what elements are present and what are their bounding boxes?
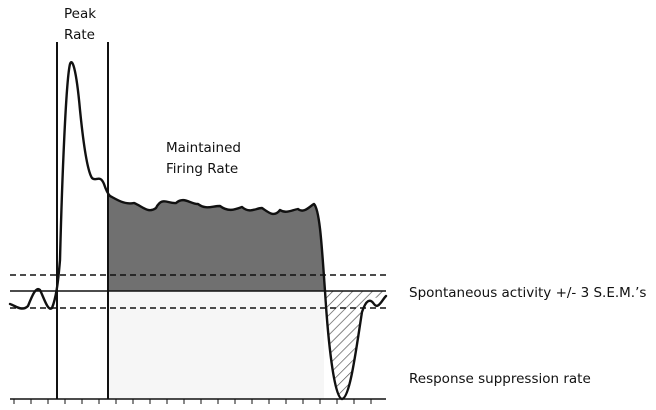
firing-rate-trace — [8, 61, 388, 401]
peak-label-line2: Rate — [64, 27, 95, 43]
peak-label-line1: Peak — [64, 6, 96, 22]
suppression-region — [108, 291, 324, 399]
maintained-label-line2: Firing Rate — [166, 161, 238, 177]
maintained-firing-area — [108, 196, 325, 291]
suppression-rate-label: Response suppression rate — [409, 371, 591, 387]
maintained-label-line1: Maintained — [166, 140, 241, 156]
x-axis-ticks — [13, 399, 372, 404]
suppression-hatched-area — [325, 291, 386, 399]
spontaneous-activity-label: Spontaneous activity +/- 3 S.E.M.’s — [409, 285, 646, 301]
